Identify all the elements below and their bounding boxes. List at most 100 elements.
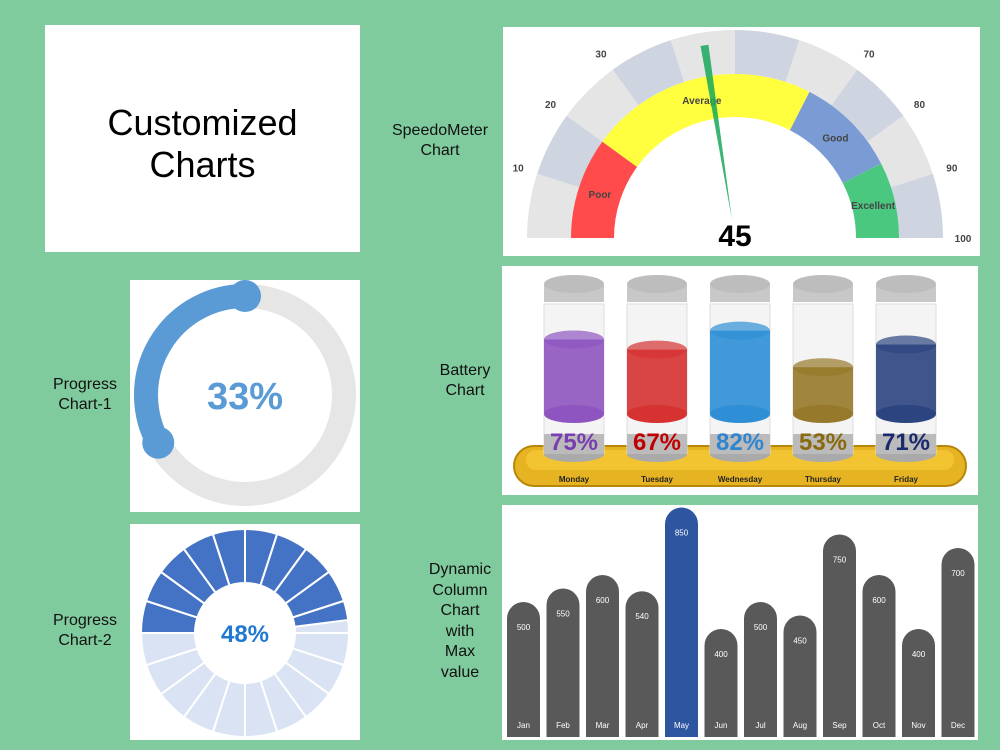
column-value: 400 (912, 650, 926, 659)
gauge-scale-segment (890, 173, 943, 238)
label-line: Dynamic (428, 561, 492, 578)
label-line: Progress (52, 376, 118, 393)
column-value: 400 (714, 650, 728, 659)
battery-cap-top (876, 275, 936, 293)
progress-segment (139, 632, 199, 667)
progress2-panel: 48% (130, 524, 360, 740)
battery-fill-bottom (793, 405, 853, 423)
gauge-value: 45 (718, 220, 751, 253)
column-chart: 500 Jan 550 Feb 600 Mar 540 Apr 850 May 400 Jun 500 J… (507, 507, 975, 737)
battery-value: 71% (882, 429, 930, 456)
battery-base-band (793, 434, 853, 454)
gauge-tick-label: 30 (595, 50, 607, 61)
progress-cap (142, 426, 175, 459)
gauge-tick-label: 20 (545, 100, 557, 111)
battery-day-label: Monday (559, 475, 590, 484)
battery-value: 75% (550, 429, 598, 456)
speedometer-panel: PoorAverageGoodExcellent1020304050607080… (503, 6, 980, 256)
column-value: 450 (793, 637, 807, 646)
column-value: 600 (872, 596, 886, 605)
battery-fill (710, 330, 770, 414)
battery-day-label: Friday (894, 475, 919, 484)
label-line: Progress (52, 612, 118, 629)
column-month-label: Sep (832, 721, 847, 730)
gauge-tick-label: 90 (946, 164, 958, 175)
progress-segment-filled (291, 599, 350, 628)
gauge-tick-label: 100 (955, 234, 972, 245)
column-bar (783, 615, 817, 737)
label-line: Chart-1 (58, 396, 112, 413)
gauge-band-label: Good (822, 134, 848, 145)
column-panel: 500 Jan 550 Feb 600 Mar 540 Apr 850 May 400 Jun 500 J… (502, 505, 978, 740)
battery-fill (627, 349, 687, 414)
gauge-band-good (789, 91, 882, 184)
progress-value: 48% (221, 621, 269, 648)
gauge-band-average (602, 74, 810, 167)
gauge-scale-segment (612, 40, 685, 106)
gauge-scale-segment (831, 69, 904, 142)
gauge-needle (700, 44, 732, 220)
column-month-label: Mar (596, 721, 610, 730)
column-month-label: Apr (636, 721, 649, 730)
battery-base-band (876, 434, 936, 454)
gauge-tick-label: 70 (863, 50, 875, 61)
progress-arc (134, 284, 246, 449)
column-bar (507, 602, 540, 737)
label-line: Chart-2 (58, 632, 112, 649)
gauge-scale-segment (785, 40, 858, 106)
battery-fill-top (710, 321, 770, 340)
gauge-band-poor (571, 141, 638, 238)
column-value: 850 (675, 529, 689, 538)
column-bar (902, 629, 935, 737)
progress-chart-1: 33% (134, 280, 356, 506)
battery-fill-top (627, 340, 687, 359)
column-bar (546, 588, 580, 737)
column-month-label: May (674, 721, 689, 730)
gauge-band-label: Poor (589, 190, 612, 201)
gauge-band-label: Excellent (851, 201, 896, 212)
label-line: Chart (420, 142, 460, 159)
gauge-scale-segment (527, 173, 580, 238)
battery-fill-bottom (876, 405, 936, 423)
gauge-scale-segment (566, 69, 639, 142)
battery-day-label: Thursday (805, 475, 842, 484)
column-bar (823, 534, 856, 737)
battery-value: 82% (716, 429, 764, 456)
column-bar (665, 507, 698, 737)
battery-fill (876, 344, 936, 414)
progress-cap (229, 280, 261, 312)
column-value: 700 (951, 569, 965, 578)
column-month-label: Dec (951, 721, 965, 730)
battery-cap-top (544, 275, 604, 293)
gauge-band-excellent (842, 163, 899, 238)
battery-fill-bottom (544, 405, 604, 423)
title-line-1: Customized (107, 101, 298, 143)
gauge-tick-label: 80 (914, 100, 926, 111)
column-value: 600 (596, 596, 610, 605)
battery-fill (544, 339, 604, 414)
column-month-label: Feb (556, 721, 570, 730)
column-value: 540 (635, 612, 649, 621)
battery-fill-bottom (627, 405, 687, 423)
column-value: 550 (556, 610, 570, 619)
battery-value: 67% (633, 429, 681, 456)
progress-chart-2: 48% (139, 527, 351, 739)
column-bar (586, 575, 619, 737)
column-bar (862, 575, 896, 737)
column-bar (625, 591, 659, 737)
gauge-tick-label: 10 (513, 164, 525, 175)
gauge-scale-segment (735, 30, 800, 83)
battery-base-band (710, 434, 770, 454)
battery-base-band (627, 434, 687, 454)
column-bar (941, 548, 975, 737)
label-line: with (445, 622, 475, 640)
gauge-scale-segment (537, 115, 603, 188)
column-bar (744, 602, 777, 737)
progress2-label: Progress Chart-2 (40, 611, 130, 651)
battery-day-label: Tuesday (641, 475, 673, 484)
gauge-scale-segment (867, 115, 933, 188)
column-bar (704, 629, 738, 737)
gauge-band-label: Average (682, 96, 722, 107)
label-line: Max (444, 643, 476, 660)
battery-chart: 75% Monday 67% Tuesday 82% Wednesday 53% Thursd… (513, 275, 967, 487)
